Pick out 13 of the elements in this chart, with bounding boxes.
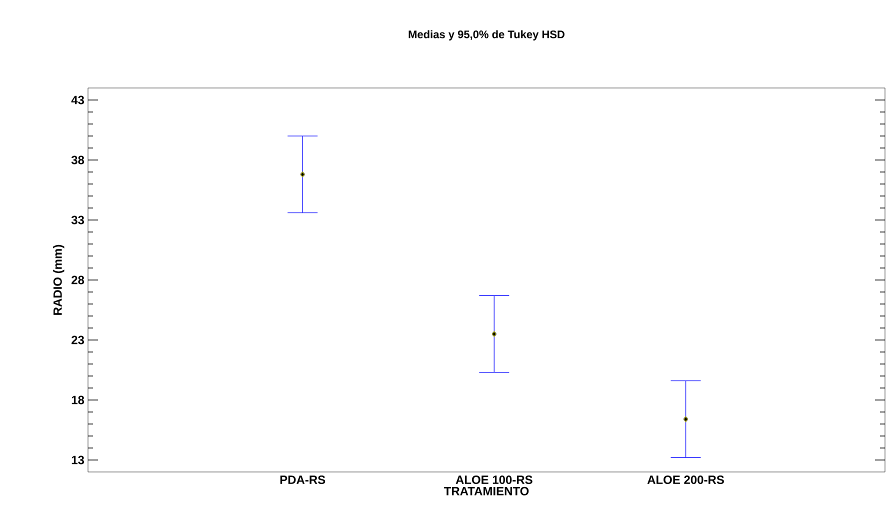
y-tick-label: 18 (72, 396, 84, 404)
x-axis-title: TRATAMIENTO (444, 486, 529, 496)
y-tick-label: 38 (71, 156, 84, 164)
chart-title: Medias y 95,0% de Tukey HSD (408, 30, 564, 40)
y-axis-title: RADIO (mm) (53, 244, 64, 315)
y-tick-label: 28 (72, 276, 84, 284)
y-tick-label: 13 (72, 456, 84, 464)
y-tick-label: 33 (71, 216, 84, 224)
y-tick-label: 43 (71, 96, 84, 104)
y-tick-label: 23 (72, 336, 84, 344)
x-tick-label: PDA-RS (280, 476, 326, 484)
x-tick-label: ALOE 100-RS (456, 476, 532, 484)
x-tick-label: ALOE 200-RS (647, 476, 724, 484)
